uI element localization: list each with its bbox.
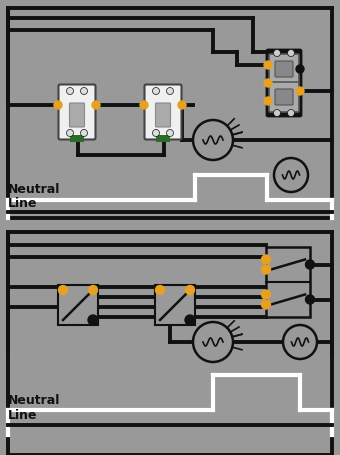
FancyBboxPatch shape: [269, 82, 299, 112]
Circle shape: [81, 87, 87, 95]
Circle shape: [167, 87, 173, 95]
Circle shape: [193, 120, 233, 160]
Circle shape: [178, 101, 186, 109]
Circle shape: [264, 61, 272, 69]
Circle shape: [92, 101, 100, 109]
Text: Line: Line: [8, 409, 37, 422]
Circle shape: [88, 285, 98, 294]
Text: Neutral: Neutral: [8, 394, 61, 407]
Circle shape: [88, 315, 98, 325]
Text: Neutral: Neutral: [8, 183, 61, 196]
Circle shape: [67, 130, 73, 136]
Circle shape: [288, 50, 294, 56]
FancyBboxPatch shape: [155, 103, 170, 127]
Bar: [155, 285, 195, 325]
Circle shape: [153, 87, 159, 95]
Circle shape: [261, 255, 271, 264]
Circle shape: [296, 65, 304, 73]
Bar: [58, 285, 98, 325]
Circle shape: [274, 158, 308, 192]
FancyBboxPatch shape: [267, 50, 301, 116]
Circle shape: [185, 315, 195, 325]
FancyBboxPatch shape: [275, 89, 293, 105]
Circle shape: [288, 110, 294, 116]
Bar: [156, 135, 170, 142]
FancyBboxPatch shape: [275, 61, 293, 77]
Circle shape: [186, 285, 194, 294]
Circle shape: [273, 50, 280, 56]
Circle shape: [261, 290, 271, 299]
Bar: [70, 135, 84, 142]
Circle shape: [140, 101, 148, 109]
FancyBboxPatch shape: [269, 54, 299, 84]
Circle shape: [306, 295, 315, 304]
Circle shape: [193, 322, 233, 362]
Circle shape: [283, 325, 317, 359]
Circle shape: [261, 300, 271, 309]
Circle shape: [81, 130, 87, 136]
Circle shape: [264, 97, 272, 105]
Circle shape: [54, 101, 62, 109]
FancyBboxPatch shape: [144, 85, 182, 140]
FancyBboxPatch shape: [69, 103, 85, 127]
Circle shape: [306, 260, 315, 269]
Circle shape: [58, 285, 68, 294]
Text: Line: Line: [8, 197, 37, 210]
Circle shape: [155, 285, 165, 294]
Circle shape: [67, 87, 73, 95]
Circle shape: [153, 130, 159, 136]
Circle shape: [296, 87, 304, 95]
Circle shape: [264, 79, 272, 87]
FancyBboxPatch shape: [58, 85, 96, 140]
Circle shape: [273, 110, 280, 116]
Circle shape: [167, 130, 173, 136]
Bar: [266, 247, 310, 317]
Circle shape: [261, 265, 271, 274]
